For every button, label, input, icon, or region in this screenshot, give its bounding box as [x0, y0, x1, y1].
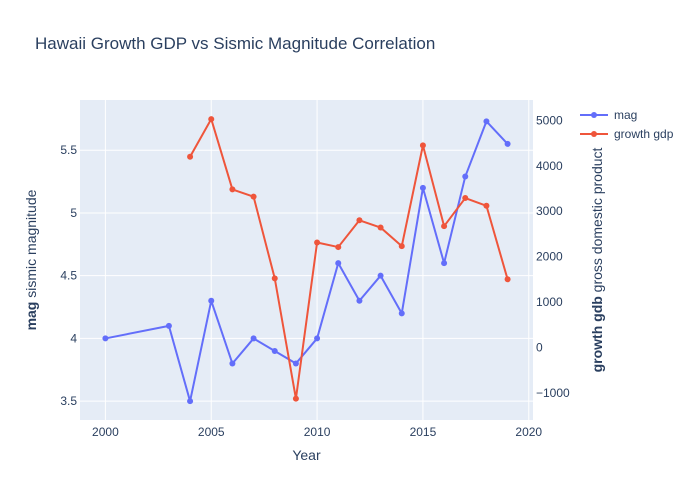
data-point-growth-gdp[interactable]	[314, 239, 321, 246]
x-tick-label: 2015	[410, 425, 437, 439]
data-point-mag[interactable]	[419, 184, 426, 191]
data-point-growth-gdp[interactable]	[462, 195, 469, 202]
y-axis-left-title-rest: sismic magnitude	[23, 189, 39, 301]
legend-label-growth-gdp: growth gdp	[614, 127, 674, 141]
data-point-growth-gdp[interactable]	[250, 193, 257, 200]
data-point-growth-gdp[interactable]	[335, 244, 342, 251]
data-point-mag[interactable]	[292, 360, 299, 367]
data-point-growth-gdp[interactable]	[292, 395, 299, 402]
data-point-growth-gdp[interactable]	[208, 116, 215, 123]
data-point-mag[interactable]	[208, 297, 215, 304]
data-point-mag[interactable]	[102, 335, 109, 342]
y-right-tick-label: 0	[536, 340, 543, 354]
data-point-growth-gdp[interactable]	[187, 153, 194, 160]
data-point-growth-gdp[interactable]	[483, 202, 490, 209]
y-axis-right-title-rest: gross domestic product	[589, 147, 605, 296]
data-point-mag[interactable]	[504, 140, 511, 147]
y-axis-right-title: growth gdb gross domestic product	[589, 147, 605, 372]
series-line-mag	[105, 120, 509, 403]
data-point-growth-gdp[interactable]	[271, 275, 278, 282]
y-axis-left-title-bold: mag	[23, 302, 39, 331]
data-point-growth-gdp[interactable]	[441, 223, 448, 230]
data-point-mag[interactable]	[187, 398, 194, 405]
x-tick-label: 2020	[515, 425, 542, 439]
legend-marker-growth-gdp	[591, 131, 597, 137]
chart-title: Hawaii Growth GDP vs Sismic Magnitude Co…	[35, 34, 436, 53]
legend-item-mag[interactable]: mag	[580, 108, 637, 122]
data-point-growth-gdp[interactable]	[504, 276, 511, 283]
y-right-tick-label: 2000	[536, 250, 563, 264]
legend-item-growth-gdp[interactable]: growth gdp	[580, 127, 674, 141]
x-tick-label: 2010	[304, 425, 331, 439]
legend[interactable]: mag growth gdp	[580, 108, 674, 141]
y-left-tick-label: 5.5	[60, 143, 77, 157]
x-axis-title: Year	[292, 447, 321, 463]
y-right-tick-label: 3000	[536, 204, 563, 218]
y-left-tick-label: 4	[70, 331, 77, 345]
series-line-growth-gdp	[189, 118, 509, 400]
data-point-growth-gdp[interactable]	[229, 186, 236, 193]
plot-background	[80, 100, 533, 420]
data-point-mag[interactable]	[377, 272, 384, 279]
data-point-growth-gdp[interactable]	[398, 243, 405, 250]
data-point-mag[interactable]	[250, 335, 257, 342]
y-left-tick-label: 4.5	[60, 269, 77, 283]
data-point-mag[interactable]	[335, 260, 342, 267]
series-markers	[102, 116, 511, 405]
data-point-mag[interactable]	[398, 310, 405, 317]
data-point-mag[interactable]	[462, 173, 469, 180]
data-point-mag[interactable]	[314, 335, 321, 342]
y-right-tick-label: 1000	[536, 295, 563, 309]
data-point-mag[interactable]	[356, 297, 363, 304]
y-axis-right-title-bold: growth gdb	[589, 296, 605, 372]
data-point-mag[interactable]	[229, 360, 236, 367]
y-left-tick-label: 3.5	[60, 394, 77, 408]
y-axis-left-title: mag sismic magnitude	[23, 189, 39, 330]
y-right-tick-label: 5000	[536, 113, 563, 127]
legend-marker-mag	[591, 112, 597, 118]
x-tick-label: 2000	[92, 425, 119, 439]
x-tick-label: 2005	[198, 425, 225, 439]
y-right-tick-label: 4000	[536, 159, 563, 173]
data-point-mag[interactable]	[271, 347, 278, 354]
legend-label-mag: mag	[614, 108, 637, 122]
y-left-tick-label: 5	[70, 206, 77, 220]
data-point-mag[interactable]	[165, 322, 172, 329]
data-point-growth-gdp[interactable]	[377, 224, 384, 231]
y-right-tick-label: −1000	[536, 386, 570, 400]
data-point-mag[interactable]	[483, 118, 490, 125]
grid-lines	[80, 100, 533, 420]
data-point-growth-gdp[interactable]	[356, 217, 363, 224]
axis-ticks: 2000 2005 2010 2015 2020 3.5 4 4.5 5 5.5 −1000 0 100…	[60, 113, 570, 439]
data-point-growth-gdp[interactable]	[419, 142, 426, 149]
series-lines	[105, 118, 509, 403]
data-point-mag[interactable]	[441, 260, 448, 267]
